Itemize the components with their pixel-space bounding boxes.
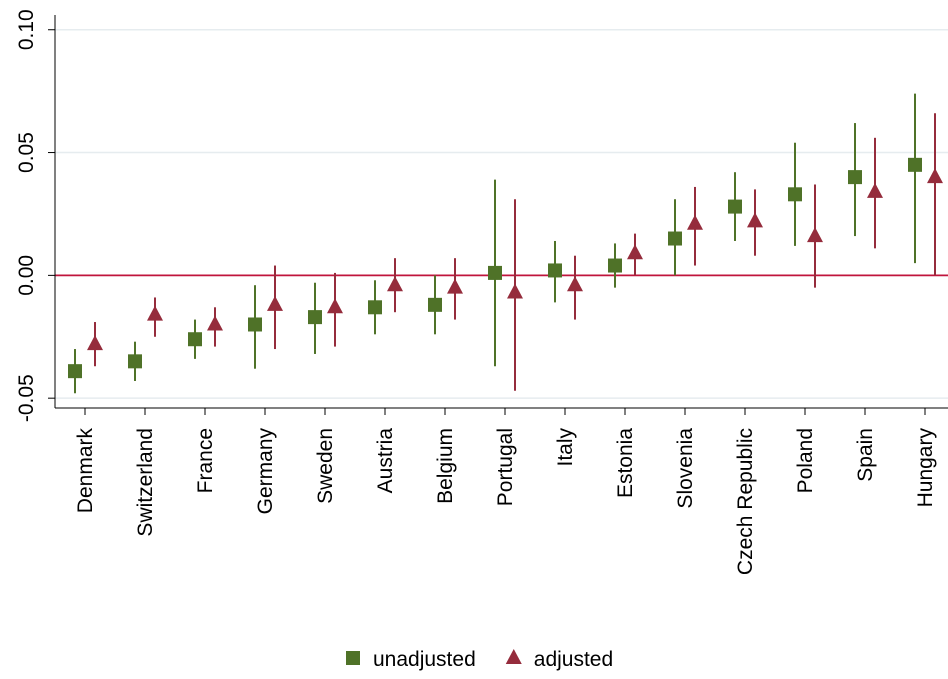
marker — [927, 168, 943, 184]
y-tick-label: 0.05 — [15, 132, 38, 173]
marker — [368, 300, 382, 315]
marker — [548, 263, 562, 278]
x-tick-label: Germany — [254, 428, 277, 515]
marker — [747, 212, 763, 228]
x-tick-label: Poland — [794, 428, 817, 493]
x-tick-label: France — [194, 428, 217, 493]
y-tick-label: 0.10 — [15, 9, 38, 50]
marker — [488, 265, 502, 280]
legend-label: adjusted — [534, 648, 613, 671]
x-tick-label: Sweden — [314, 428, 337, 504]
marker — [627, 244, 643, 260]
marker — [248, 317, 262, 332]
y-tick-label: 0.00 — [15, 255, 38, 296]
x-tick-label: Slovenia — [674, 428, 697, 509]
marker — [346, 651, 360, 665]
legend-label: unadjusted — [373, 648, 476, 671]
x-tick-label: Hungary — [914, 428, 937, 508]
marker — [788, 187, 802, 202]
marker — [728, 199, 742, 214]
marker — [567, 276, 583, 292]
y-tick-label: -0.05 — [15, 374, 38, 422]
x-tick-label: Czech Republic — [734, 428, 757, 575]
x-tick-label: Portugal — [494, 428, 517, 506]
marker — [327, 298, 343, 314]
marker — [428, 297, 442, 312]
x-tick-label: Austria — [374, 428, 397, 494]
marker — [505, 649, 522, 664]
x-tick-label: Italy — [554, 428, 577, 467]
marker — [687, 214, 703, 230]
marker — [147, 305, 163, 321]
marker — [867, 182, 883, 198]
marker — [387, 276, 403, 292]
marker — [207, 315, 223, 331]
x-tick-label: Belgium — [434, 428, 457, 504]
x-tick-label: Spain — [854, 428, 877, 482]
marker — [608, 258, 622, 273]
marker — [507, 283, 523, 299]
marker — [668, 231, 682, 246]
marker — [267, 295, 283, 311]
marker — [68, 364, 82, 379]
marker — [188, 332, 202, 347]
marker — [87, 335, 103, 351]
marker — [807, 227, 823, 243]
marker — [128, 354, 142, 369]
marker — [308, 310, 322, 325]
x-tick-label: Denmark — [74, 428, 97, 514]
marker — [848, 170, 862, 185]
marker — [447, 278, 463, 294]
x-tick-label: Estonia — [614, 428, 637, 498]
marker — [908, 157, 922, 172]
x-tick-label: Switzerland — [134, 428, 157, 537]
